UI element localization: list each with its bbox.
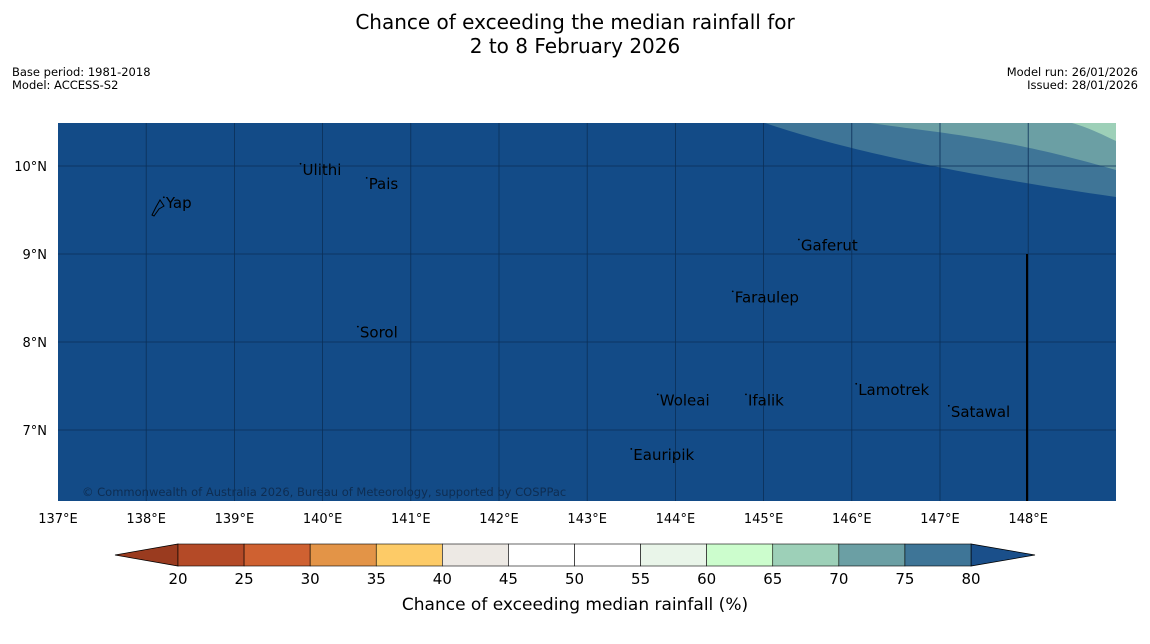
model-name: Model: ACCESS-S2 xyxy=(12,78,119,92)
colorbar-segment xyxy=(772,543,840,567)
contour-band-70 xyxy=(870,123,1116,170)
colorbar-segment xyxy=(309,543,377,567)
colorbar-segment xyxy=(508,543,575,567)
colorbar-segment xyxy=(177,543,245,567)
colorbar-segment xyxy=(706,543,774,567)
place-marker xyxy=(299,162,302,165)
place-label: Yap xyxy=(165,194,192,212)
colorbar-tick-label: 35 xyxy=(367,570,386,588)
lon-tick-label: 145°E xyxy=(744,512,784,527)
latitude-axis: 10°N 9°N 8°N 7°N xyxy=(14,160,47,439)
colorbar-segment xyxy=(375,543,443,567)
lon-tick-label: 148°E xyxy=(1008,512,1048,527)
colorbar-segment xyxy=(640,543,707,567)
colorbar-tick-label: 80 xyxy=(961,570,980,588)
place-marker xyxy=(656,393,659,396)
colorbar-tick-label: 20 xyxy=(168,570,187,588)
place-marker xyxy=(630,448,633,450)
yap-island-outline xyxy=(151,199,165,217)
colorbar-tick-label: 45 xyxy=(499,570,518,588)
lon-tick-label: 137°E xyxy=(38,512,78,527)
longitude-axis: 137°E 138°E 139°E 140°E 141°E 142°E 143°E 144°E… xyxy=(38,512,1048,527)
colorbar-tick-label: 70 xyxy=(829,570,848,588)
colorbar-segments xyxy=(177,543,972,567)
colorbar-segment xyxy=(904,543,972,567)
colorbar-tick-label: 55 xyxy=(631,570,650,588)
colorbar-tick-label: 25 xyxy=(235,570,254,588)
lat-tick-label: 8°N xyxy=(23,336,48,351)
place-marker xyxy=(745,393,747,396)
colorbar-segment xyxy=(574,543,641,567)
lon-tick-label: 146°E xyxy=(832,512,872,527)
colorbar-tick-label: 75 xyxy=(895,570,914,588)
colorbar-segment xyxy=(442,543,509,567)
contour-band-65 xyxy=(1072,123,1116,141)
lon-tick-label: 139°E xyxy=(215,512,255,527)
place-label: Ifalik xyxy=(748,391,784,409)
lon-tick-label: 142°E xyxy=(479,512,519,527)
place-label: Lamotrek xyxy=(858,381,929,399)
colorbar-tick-label: 60 xyxy=(697,570,716,588)
place-label: Woleai xyxy=(660,391,710,409)
colorbar-segment xyxy=(838,543,906,567)
chart-title-line2: 2 to 8 February 2026 xyxy=(469,34,681,58)
colorbar-tick-label: 65 xyxy=(763,570,782,588)
place-label: Ulithi xyxy=(303,161,342,179)
colorbar-high-extend xyxy=(970,543,1036,567)
colorbar-ticks: 20 25 30 35 40 45 50 55 60 65 70 75 80 xyxy=(168,570,980,588)
lon-tick-label: 140°E xyxy=(303,512,343,527)
colorbar-tick-label: 40 xyxy=(433,570,452,588)
colorbar: 20 25 30 35 40 45 50 55 60 65 70 75 80 Chance of exc… xyxy=(114,543,1036,615)
chart-title-line1: Chance of exceeding the median rainfall … xyxy=(355,10,795,34)
place-label: Pais xyxy=(369,175,399,193)
base-period: Base period: 1981-2018 xyxy=(12,65,151,79)
place-marker xyxy=(797,238,800,241)
model-run: Model run: 26/01/2026 xyxy=(1006,65,1138,79)
place-marker xyxy=(162,196,165,199)
map-panel: Ulithi Pais Yap Gaferut Faraulep Sorol Lamotre… xyxy=(58,123,1116,501)
place-label: Faraulep xyxy=(735,288,799,306)
lat-tick-label: 10°N xyxy=(14,160,47,175)
gridlines xyxy=(58,123,1116,501)
colorbar-segment xyxy=(243,543,311,567)
place-label: Gaferut xyxy=(801,236,858,254)
lon-tick-label: 141°E xyxy=(391,512,431,527)
lon-tick-label: 143°E xyxy=(567,512,607,527)
copyright-notice: © Commonwealth of Australia 2026, Bureau… xyxy=(82,485,566,499)
lat-tick-label: 7°N xyxy=(23,424,48,439)
place-marker xyxy=(365,176,368,179)
colorbar-low-extend xyxy=(114,543,179,567)
colorbar-label: Chance of exceeding median rainfall (%) xyxy=(402,595,748,615)
colorbar-tick-label: 30 xyxy=(301,570,320,588)
place-label: Satawal xyxy=(951,403,1010,421)
lon-tick-label: 138°E xyxy=(126,512,166,527)
place-marker xyxy=(731,290,734,293)
place-marker xyxy=(356,325,359,328)
issued-date: Issued: 28/01/2026 xyxy=(1027,78,1138,92)
place-marker xyxy=(947,404,950,407)
lon-tick-label: 147°E xyxy=(920,512,960,527)
lon-tick-label: 144°E xyxy=(656,512,696,527)
colorbar-tick-label: 50 xyxy=(565,570,584,588)
place-label: Eauripik xyxy=(633,446,694,464)
place-label: Sorol xyxy=(360,324,398,342)
place-labels: Ulithi Pais Yap Gaferut Faraulep Sorol Lamotre… xyxy=(162,161,1010,464)
place-marker xyxy=(855,382,858,385)
lat-tick-label: 9°N xyxy=(23,248,48,263)
